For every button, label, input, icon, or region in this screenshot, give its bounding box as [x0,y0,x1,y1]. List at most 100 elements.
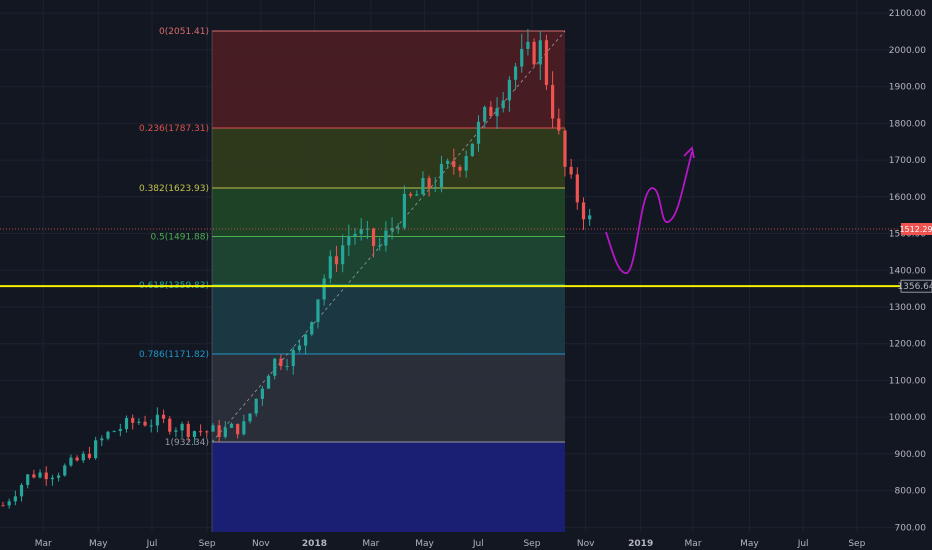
candle-body [112,431,116,433]
candle-body [390,227,394,231]
candle-body [483,106,487,122]
candle-body [273,358,277,376]
x-tick-label: 2018 [302,539,327,549]
y-tick-label: 1700.00 [889,156,926,166]
candle-body [168,418,172,432]
candle-body [87,453,92,459]
candle-body [192,431,197,437]
candle-body [495,108,499,117]
x-axis[interactable]: 17MarMayJulSepNov2018MarMayJulSepNov2019… [0,533,932,550]
x-tick-label: Sep [848,539,865,549]
candle-body [446,160,450,164]
y-tick-label: 1000.00 [889,413,926,423]
x-tick-label: Jul [797,539,809,549]
x-tick-label: Mar [362,539,379,549]
candle-body [291,350,295,366]
candle-body [260,388,264,399]
y-tick-label: 1900.00 [889,83,926,93]
y-tick-label: 1300.00 [889,303,926,313]
candle-body [538,40,542,65]
support-price-tag [900,279,932,293]
candle-body [384,230,388,246]
candle-body [94,440,98,459]
candle-body [155,414,159,426]
candle-body [254,398,258,414]
x-tick-label: 2019 [628,539,653,549]
fibonacci-retracement[interactable]: 0(2051.41) 0.236(1787.31) 0.382(1623.93) 0.… [139,27,566,532]
candle-body [229,423,234,428]
x-tick-label: Mar [685,539,702,549]
y-tick-label: 800.00 [895,487,927,497]
candle-body [279,358,283,367]
projection-arrowhead [683,146,695,159]
y-tick-label: 900.00 [895,450,927,460]
projection-path [605,151,693,274]
candle-body [421,178,425,195]
candle-body [507,79,511,101]
candle-body [199,431,203,433]
candle-body [205,431,209,433]
candle-body [297,345,302,351]
candle-body [322,278,326,300]
candle-body [328,256,332,279]
candle-body [464,156,468,171]
x-tick-label: Mar [35,539,52,549]
candle-body [544,40,549,85]
fib-trend-line [211,30,566,443]
candle-body [439,163,444,188]
candle-body [236,423,240,435]
candle-body [563,130,567,167]
candle-body [7,501,11,506]
current-price-tag-label: 1512.29 [899,225,932,234]
candle-body [223,427,227,437]
candle-body [316,299,320,323]
candle-body [1,505,5,507]
fib-level-label: 0.236(1787.31) [139,124,209,134]
candle-body [217,425,221,437]
candle-body [186,423,190,437]
candle-body [378,245,382,247]
candle-body [588,215,592,220]
candle-body [415,194,419,196]
x-axis-background [0,533,932,550]
candle-body [56,475,61,478]
candle-body [402,193,407,228]
fib-zone-extension [212,442,565,532]
candle-body [501,100,505,109]
candle-body [266,375,271,389]
candle-body [161,414,166,419]
y-axis[interactable]: 700.00 800.00 900.00 1000.00 1100.00 1200.00 1… [889,0,932,550]
candle-body [334,256,339,265]
y-axis-background [900,0,932,550]
candle-body [396,227,400,229]
x-tick-label: May [415,539,434,549]
candle-body [458,166,462,171]
candle-body [347,236,351,246]
candle-body [32,474,36,478]
candle-body [124,418,129,430]
fib-zone [212,31,565,129]
fib-zone [212,236,565,286]
x-tick-label: Nov [577,539,595,549]
y-tick-label: 1600.00 [889,193,926,203]
candle-body [557,118,561,131]
y-tick-label: 1400.00 [889,266,926,276]
x-tick-label: May [740,539,759,549]
candle-body [174,430,178,432]
candle-body [569,166,573,175]
candle-body [100,438,104,441]
candle-body [452,160,456,167]
drawing-overlays [0,146,900,288]
candle-body [310,322,314,335]
fib-level-label: 1(932.34) [165,438,209,448]
candle-body [143,421,147,426]
y-tick-label: 1200.00 [889,340,926,350]
candle-body [180,423,184,431]
candle-body [353,233,357,237]
fib-zone [212,188,565,237]
candle-body [365,228,369,230]
candle-body [75,457,79,461]
candle-body [433,187,437,189]
x-tick-label: May [89,539,108,549]
